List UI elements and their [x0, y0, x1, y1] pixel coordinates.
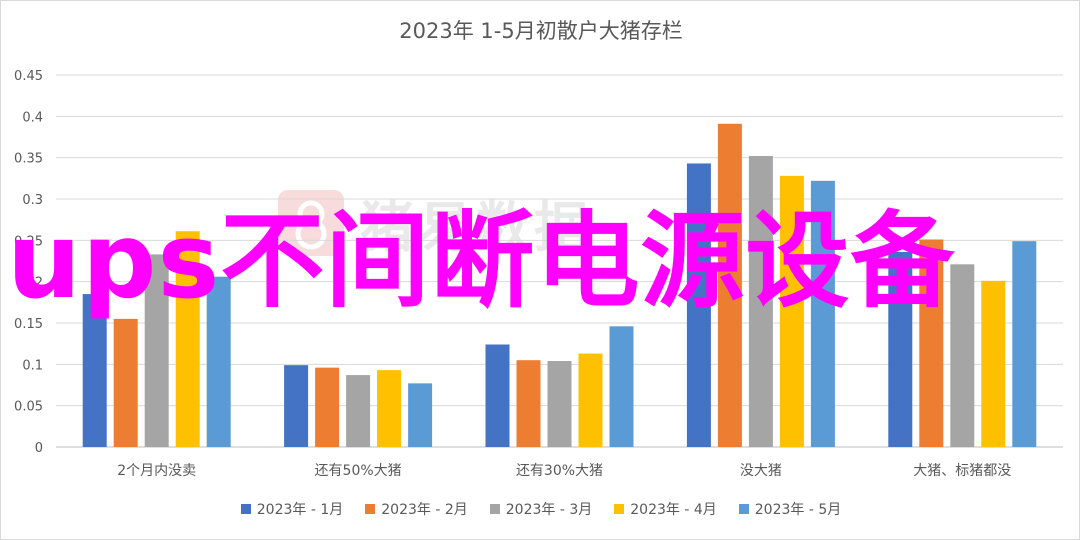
bar	[206, 276, 231, 447]
legend-label: 2023年 - 1月	[256, 502, 344, 518]
bar	[919, 239, 944, 447]
bar	[779, 175, 804, 447]
bar	[810, 180, 835, 447]
x-tick-label: 2个月内没卖	[117, 463, 196, 479]
bar	[950, 264, 975, 447]
y-tick-label: 0.3	[22, 193, 43, 208]
legend-item: 2023年 - 4月	[614, 499, 717, 519]
bar	[888, 251, 913, 447]
chart-title: 2023年 1-5月初散户大猪存栏	[399, 19, 683, 43]
bar	[113, 318, 138, 447]
x-tick-label: 没大猪	[740, 463, 782, 479]
bar	[981, 280, 1006, 447]
x-tick-label: 大猪、标猪都没	[913, 463, 1011, 479]
y-tick-label: 0.1	[22, 358, 43, 373]
legend-item: 2023年 - 5月	[738, 499, 842, 519]
bar	[717, 123, 742, 448]
x-tick-label: 还有30%大猪	[516, 463, 603, 479]
y-tick-label: 0.2	[22, 276, 43, 291]
y-tick-label: 0.25	[14, 234, 43, 249]
bar	[485, 344, 510, 447]
bar	[175, 231, 200, 447]
legend: 2023年 - 1月 2023年 - 2月 2023年 - 3月 2023年 - 4月…	[1, 499, 1080, 519]
bar	[346, 375, 371, 447]
legend-swatch	[738, 504, 749, 514]
y-tick-label: 0.45	[14, 69, 43, 84]
legend-label: 2023年 - 5月	[754, 502, 842, 518]
bar	[408, 383, 433, 447]
legend-label: 2023年 - 3月	[505, 502, 593, 518]
bar	[284, 365, 309, 447]
bar	[686, 163, 711, 447]
bar	[578, 353, 603, 447]
legend-item: 2023年 - 3月	[489, 499, 593, 519]
y-tick-label: 0.15	[14, 317, 43, 332]
bar	[377, 370, 402, 447]
bar	[748, 156, 773, 447]
watermark-text: 猪易数据	[360, 196, 592, 259]
bar	[82, 294, 107, 447]
bar	[315, 367, 340, 447]
logo-mark-icon	[278, 189, 344, 256]
bar	[1012, 241, 1037, 447]
x-tick-label: 还有50%大猪	[315, 463, 402, 479]
legend-swatch	[365, 504, 376, 514]
y-tick-label: 0.05	[14, 400, 43, 415]
legend-label: 2023年 - 4月	[630, 502, 717, 518]
legend-label: 2023年 - 2月	[381, 502, 468, 518]
y-tick-label: 0.4	[22, 110, 43, 125]
bar	[547, 361, 572, 447]
bar	[516, 360, 541, 447]
bar	[144, 254, 169, 447]
overlay-text: ups不间断电源设备	[7, 200, 956, 322]
y-tick-label: 0	[35, 441, 43, 456]
bar	[609, 326, 634, 447]
y-tick-label: 0.35	[14, 152, 43, 167]
legend-swatch	[614, 504, 625, 514]
legend-item: 2023年 - 2月	[365, 499, 468, 519]
watermark: 猪易数据	[276, 183, 592, 262]
legend-swatch	[240, 504, 251, 514]
legend-item: 2023年 - 1月	[240, 499, 344, 519]
legend-swatch	[489, 504, 500, 514]
